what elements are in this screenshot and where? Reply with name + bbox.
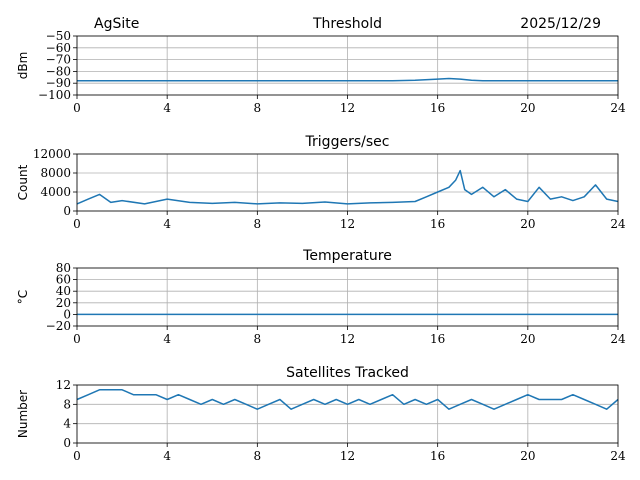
y-tick-label: 80 <box>56 261 71 275</box>
y-tick-label: 0 <box>63 436 71 450</box>
x-tick-label: 12 <box>340 449 355 463</box>
y-tick-label: 40 <box>56 284 71 298</box>
x-tick-label: 16 <box>430 217 445 231</box>
y-tick-label: −100 <box>38 88 71 102</box>
y-tick-label: −20 <box>46 319 71 333</box>
x-tick-label: 0 <box>73 332 81 346</box>
series-line <box>76 169 619 205</box>
chart-title: Threshold <box>312 16 382 32</box>
x-tick-label: 4 <box>163 101 171 115</box>
y-tick-label: 20 <box>56 296 71 310</box>
chart-panel: 0 4 8 12 16 20 24 −100−90−80−70−60−50 Threshold d… <box>16 16 626 115</box>
chart-title: Triggers/sec <box>305 134 390 150</box>
x-tick-label: 8 <box>254 101 262 115</box>
x-tick-label: 8 <box>254 449 262 463</box>
x-tick-label: 4 <box>163 332 171 346</box>
x-tick-label: 16 <box>430 332 445 346</box>
x-tick-label: 4 <box>163 449 171 463</box>
x-tick-label: 12 <box>340 101 355 115</box>
report-date: 2025/12/29 <box>520 16 601 32</box>
y-axis-label: dBm <box>16 52 30 80</box>
y-tick-label: 12000 <box>33 147 71 161</box>
y-tick-label: −50 <box>46 29 71 43</box>
x-tick-label: 16 <box>430 101 445 115</box>
x-tick-label: 20 <box>520 332 535 346</box>
y-tick-label: 4000 <box>40 185 71 199</box>
x-tick-label: 12 <box>340 332 355 346</box>
site-name: AgSite <box>94 16 139 32</box>
chart-panel: 0 4 8 12 16 20 24 0 4 8 12 Satellites Tracked Number <box>16 365 626 463</box>
y-tick-label: 8000 <box>40 166 71 180</box>
x-tick-label: 12 <box>340 217 355 231</box>
x-tick-label: 20 <box>520 217 535 231</box>
y-axis-label: °C <box>16 290 30 304</box>
y-tick-label: −60 <box>46 41 71 55</box>
x-tick-label: 8 <box>254 217 262 231</box>
x-tick-label: 20 <box>520 101 535 115</box>
y-tick-label: 60 <box>56 273 71 287</box>
series-line <box>76 389 619 410</box>
x-tick-label: 20 <box>520 449 535 463</box>
y-axis-label: Number <box>16 390 30 438</box>
chart-title: Satellites Tracked <box>286 365 409 381</box>
x-tick-label: 24 <box>610 332 626 346</box>
x-tick-label: 24 <box>610 449 626 463</box>
x-tick-label: 4 <box>163 217 171 231</box>
x-tick-label: 8 <box>254 332 262 346</box>
y-tick-label: −70 <box>46 53 71 67</box>
y-tick-label: 4 <box>63 417 71 431</box>
x-tick-label: 24 <box>610 217 626 231</box>
y-tick-label: 12 <box>56 378 71 392</box>
x-tick-label: 0 <box>73 101 81 115</box>
x-tick-label: 24 <box>610 101 626 115</box>
chart-panel: 0 4 8 12 16 20 24 0 4000 8000 12000 Triggers/sec Cou… <box>16 134 626 231</box>
x-tick-label: 0 <box>73 217 81 231</box>
y-tick-label: 0 <box>63 307 71 321</box>
y-tick-label: −90 <box>46 76 71 90</box>
y-tick-label: −80 <box>46 64 71 78</box>
x-tick-label: 0 <box>73 449 81 463</box>
y-tick-label: 8 <box>63 397 71 411</box>
chart-title: Temperature <box>302 248 392 264</box>
y-tick-label: 0 <box>63 204 71 218</box>
chart-panels: 0 4 8 12 16 20 24 −100−90−80−70−60−50 Threshold d… <box>16 16 626 463</box>
series-line <box>77 77 618 82</box>
x-tick-label: 16 <box>430 449 445 463</box>
y-axis-label: Count <box>16 164 30 200</box>
